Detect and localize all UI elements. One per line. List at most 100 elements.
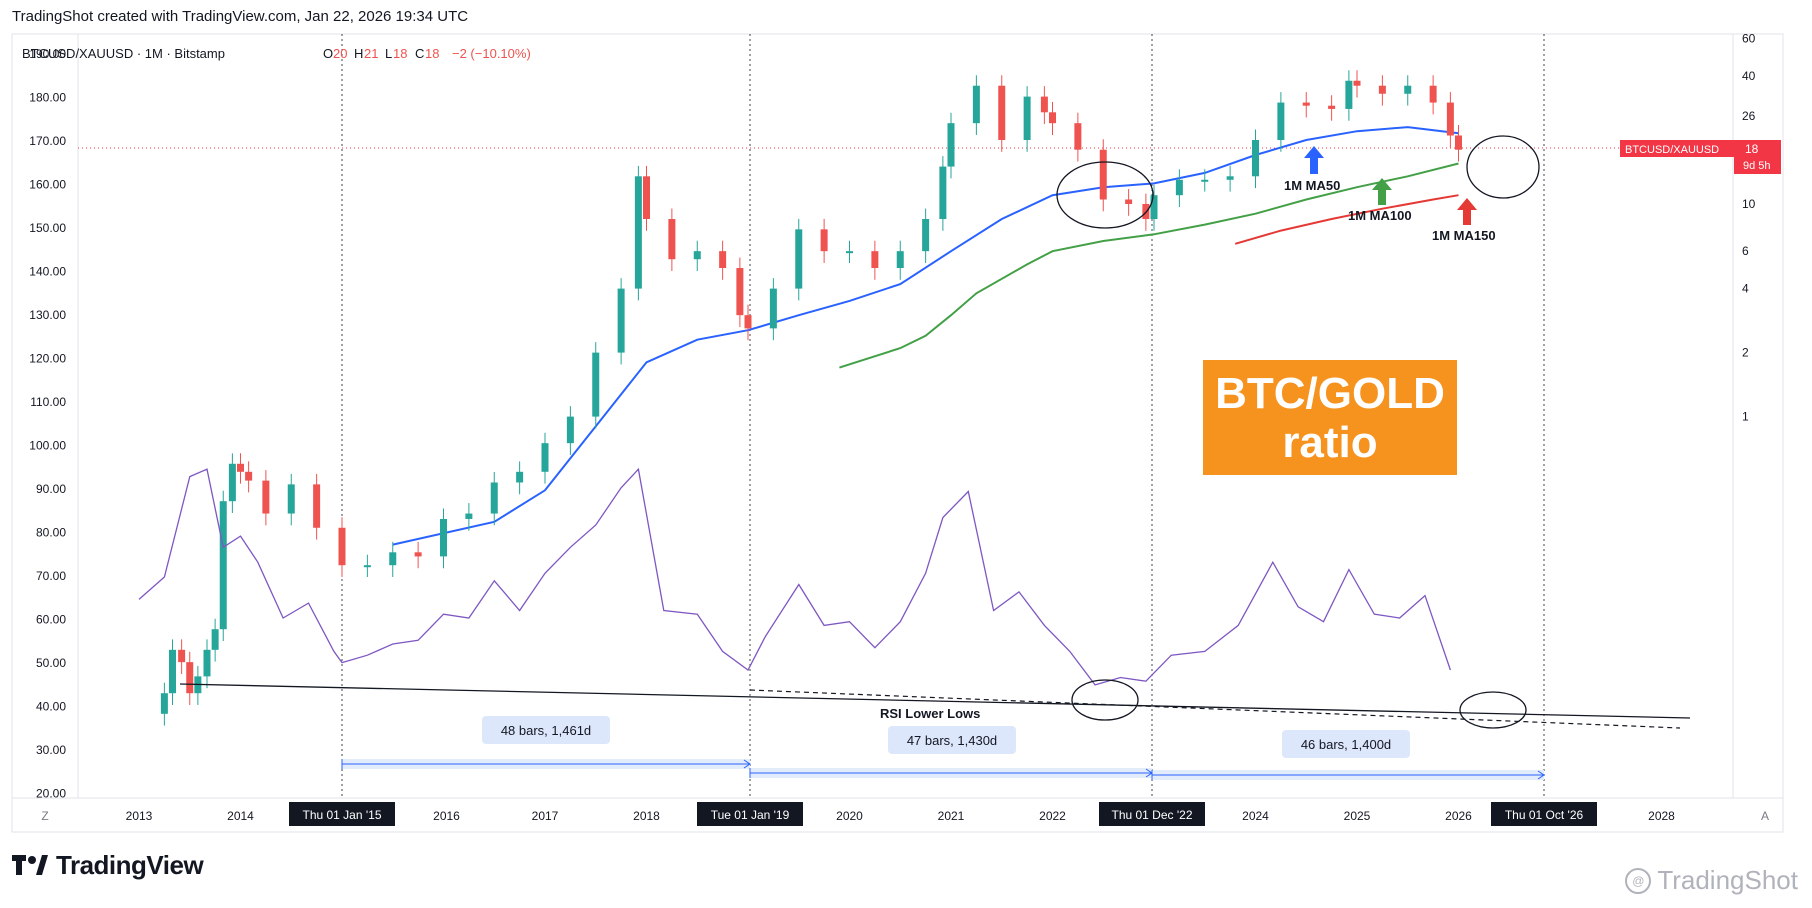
legend-l-label: L [385, 46, 392, 61]
candle [1252, 129, 1259, 189]
time-axis-tick: 2024 [1242, 809, 1269, 823]
candle [592, 342, 600, 429]
candle [219, 490, 227, 642]
left-axis-tick: 60.00 [36, 613, 66, 627]
time-axis-tick: 2018 [633, 809, 660, 823]
candle [947, 112, 955, 179]
tradingview-logo[interactable]: TradingView [12, 850, 204, 881]
price-tag-value: 18 [1745, 142, 1759, 156]
candle [1277, 92, 1285, 152]
btc-gold-badge: BTC/GOLD ratio [1203, 360, 1457, 475]
badge-line1: BTC/GOLD [1215, 369, 1445, 418]
candle [668, 208, 676, 272]
legend-change: −2 (−10.10%) [452, 46, 531, 61]
time-axis-tick: 2026 [1445, 809, 1472, 823]
time-axis-tick: 2025 [1344, 809, 1371, 823]
time-axis-highlight-tick: Thu 01 Dec '22 [1099, 802, 1205, 826]
left-axis-tick: 40.00 [36, 700, 66, 714]
candle [795, 218, 803, 301]
candle [203, 639, 211, 689]
date-range-3[interactable]: 46 bars, 1,400d [1151, 730, 1545, 780]
rsi-trendline[interactable] [179, 683, 1691, 719]
range2-label: 47 bars, 1,430d [907, 733, 997, 748]
candle [820, 218, 828, 263]
legend-c-label: C [415, 46, 424, 61]
rsi-line [138, 467, 1452, 686]
candle [998, 75, 1006, 152]
left-axis-tick: 30.00 [36, 743, 66, 757]
left-axis-tick: 100.00 [29, 439, 66, 453]
left-price-axis[interactable]: 190.00 180.00 170.00 160.00 150.00 140.00 130.… [29, 47, 66, 801]
highlight-ellipse-2022 [1056, 161, 1154, 229]
ma50-label: 1M MA50 [1284, 178, 1340, 193]
right-axis-tick: 60 [1742, 32, 1756, 46]
time-axis-tick: 2028 [1648, 809, 1675, 823]
candle [168, 639, 176, 706]
date-range-2[interactable]: 47 bars, 1,430d [749, 726, 1153, 778]
svg-text:Tue 01 Jan '19: Tue 01 Jan '19 [711, 808, 790, 822]
legend-o-value: 20 [333, 46, 347, 61]
ma150-label: 1M MA150 [1432, 228, 1496, 243]
legend-h-value: 21 [364, 46, 378, 61]
time-axis[interactable]: 2013 2014 2016 2017 2018 2020 2021 2022 2024 2025… [126, 802, 1676, 826]
price-tag-countdown: 9d 5h [1743, 160, 1771, 172]
candle [245, 461, 253, 493]
left-axis-tick: 80.00 [36, 526, 66, 540]
at-icon: @ [1625, 867, 1652, 894]
right-axis-tick: 40 [1742, 69, 1756, 83]
candle [178, 639, 186, 674]
ma100-label: 1M MA100 [1348, 208, 1412, 223]
candle [1328, 95, 1336, 121]
right-axis-tick: 2 [1742, 346, 1749, 360]
candle [516, 461, 524, 495]
left-axis-tick: 140.00 [29, 265, 66, 279]
badge-background [1203, 360, 1457, 475]
candle [634, 165, 642, 301]
tradingview-logo-icon [12, 854, 48, 877]
auto-scale-button[interactable]: A [1761, 809, 1769, 823]
candle [744, 304, 752, 341]
legend-h-label: H [354, 46, 363, 61]
candle [769, 278, 777, 341]
candle [211, 618, 219, 662]
range3-label: 46 bars, 1,400d [1301, 737, 1391, 752]
candle [1074, 112, 1082, 162]
ma-line-1m-ma50 [392, 126, 1459, 546]
time-axis-tick: 2020 [836, 809, 863, 823]
symbol-legend[interactable]: BTCUSD/XAUUSD · 1M · Bitstamp O 20 H 21 … [22, 46, 531, 61]
left-axis-tick: 170.00 [29, 134, 66, 148]
rsi-path [138, 467, 1452, 686]
left-axis-tick: 50.00 [36, 656, 66, 670]
tradingview-wordmark: TradingView [56, 850, 204, 880]
candlesticks[interactable] [160, 70, 1462, 726]
ma-line-1m-ma100 [839, 162, 1459, 369]
moving-averages [392, 126, 1459, 546]
candle [194, 665, 202, 706]
right-price-axis[interactable]: 60 40 26 10 6 4 2 1 [1742, 32, 1756, 424]
candle [338, 517, 346, 578]
candle [363, 554, 371, 578]
left-axis-tick: 180.00 [29, 91, 66, 105]
date-range-1[interactable]: 48 bars, 1,461d [341, 716, 751, 769]
candle [228, 453, 236, 514]
candle [1226, 165, 1234, 192]
left-axis-tick: 160.00 [29, 178, 66, 192]
candle [1049, 101, 1056, 135]
price-tag-label: BTCUSD/XAUUSD [1625, 144, 1719, 156]
left-axis-tick: 130.00 [29, 308, 66, 322]
candle [896, 240, 904, 280]
rsi-ellipse-2026 [1459, 691, 1527, 729]
rsi-trendline-dashed[interactable] [749, 689, 1681, 729]
candle [1446, 92, 1454, 148]
time-axis-tick: 2022 [1039, 809, 1066, 823]
candle [490, 472, 498, 526]
log-scale-button[interactable]: Z [41, 809, 48, 823]
legend-c-value: 18 [425, 46, 439, 61]
candle [1175, 169, 1183, 208]
legend-symbol: BTCUSD/XAUUSD · 1M · Bitstamp [22, 46, 225, 61]
candle [414, 541, 422, 569]
rsi-ellipse-2022 [1071, 679, 1139, 721]
last-price-tag: BTCUSD/XAUUSD 18 9d 5h [1620, 140, 1781, 174]
left-axis-tick: 20.00 [36, 787, 66, 801]
